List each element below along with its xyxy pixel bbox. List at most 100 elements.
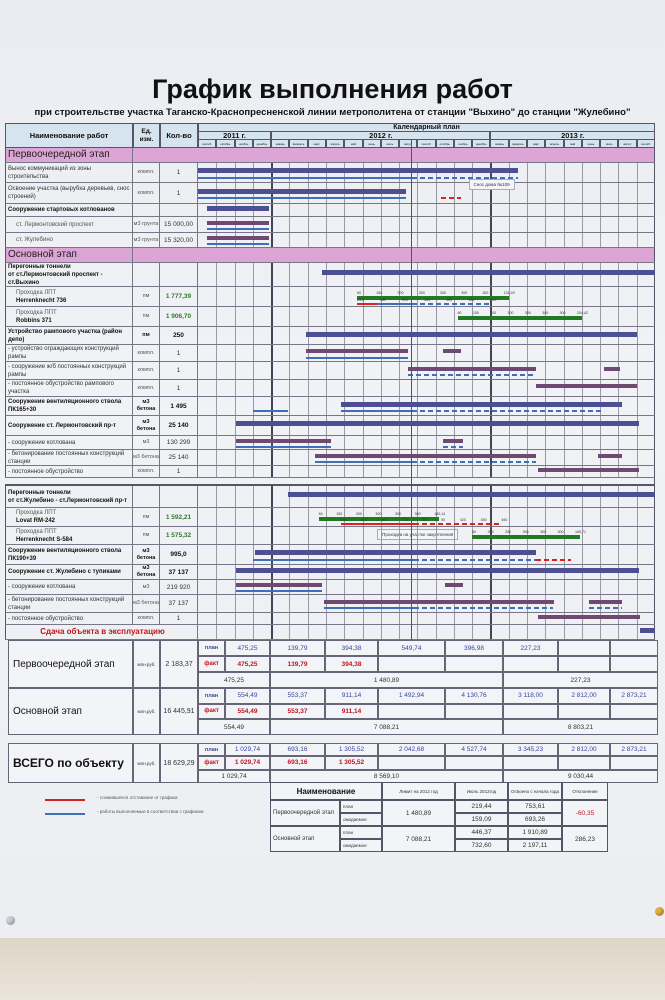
header-month: май: [344, 139, 363, 148]
unit-cell: компл.: [133, 466, 160, 477]
month-gridline: [362, 233, 364, 247]
gantt-bar-green: [357, 296, 509, 300]
gantt-bar-factd: [411, 176, 518, 179]
month-gridline: [399, 466, 401, 477]
gantt-bar-plan: [254, 550, 537, 556]
gantt-bar-plan2: [444, 583, 464, 588]
month-gridline: [307, 625, 309, 639]
subtotal-value: 475,25: [198, 672, 270, 688]
legend-line: [45, 799, 85, 801]
month-gridline: [490, 204, 492, 216]
month-gridline: [216, 486, 218, 507]
month-gridline: [344, 362, 346, 379]
month-gridline: [234, 263, 236, 286]
table-row: - бетонирование постоянных конструкций с…: [5, 450, 655, 466]
block-name: Основной этап: [8, 688, 133, 735]
month-gridline: [325, 580, 327, 594]
unit-cell: м3 бетона: [133, 565, 160, 579]
work-name: Сдача объекта в эксплуатацию: [40, 627, 165, 636]
work-subname: Herrenknecht 736: [16, 297, 67, 304]
plan-value: 227,23: [503, 640, 558, 656]
month-gridline: [252, 287, 254, 306]
gantt-bar-factd: [411, 409, 604, 412]
month-gridline: [417, 466, 419, 477]
summary-limit: 7 088,21: [382, 826, 455, 852]
bar-label: 300: [559, 311, 566, 315]
month-gridline: [380, 466, 382, 477]
gantt-bar-plan: [236, 421, 639, 427]
gantt-bar-fact: [340, 409, 412, 412]
month-gridline: [344, 466, 346, 477]
qty: 1 575,32: [165, 532, 192, 539]
gantt-bar-plan: [287, 492, 655, 498]
unit-cell: м3 бетона: [133, 416, 160, 435]
unit: м3: [142, 439, 150, 445]
month-gridline: [618, 163, 620, 182]
month-gridline: [271, 486, 273, 507]
plan-value: 3 118,00: [503, 688, 558, 704]
month-gridline: [563, 436, 565, 449]
plan-label: план: [198, 640, 225, 656]
month-gridline: [307, 613, 309, 624]
month-gridline: [636, 397, 638, 415]
qty-cell: 1 906,70: [160, 307, 198, 326]
month-gridline: [636, 183, 638, 203]
month-gridline: [545, 163, 547, 182]
plan-value: 554,49: [225, 688, 270, 704]
qty-cell: 1: [160, 380, 198, 396]
month-gridline: [307, 233, 309, 247]
month-gridline: [600, 307, 602, 326]
month-gridline: [252, 307, 254, 326]
table-row: Сооружение вентиляционного ствола ПК165+…: [5, 397, 655, 416]
month-gridline: [216, 625, 218, 639]
month-gridline: [252, 397, 254, 415]
table-row: Проходка ППТ Robbins 371 пм 1 906,70 60 150 30…: [5, 307, 655, 327]
month-gridline: [508, 287, 510, 306]
bar-label: 150: [376, 291, 383, 295]
qty: 1: [176, 367, 181, 374]
month-gridline: [545, 625, 547, 639]
month-gridline: [216, 527, 218, 544]
month-gridline: [216, 466, 218, 477]
qty-cell: 37 137: [160, 595, 198, 612]
month-gridline: [271, 362, 273, 379]
month-gridline: [636, 436, 638, 449]
month-gridline: [435, 613, 437, 624]
timeline-cell: [198, 248, 655, 262]
gantt-bar-plan: [236, 568, 639, 574]
month-gridline: [325, 204, 327, 216]
month-gridline: [399, 307, 401, 326]
plan-value: 2 812,00: [558, 743, 610, 757]
month-gridline: [234, 486, 236, 507]
month-gridline: [216, 345, 218, 361]
month-gridline: [490, 580, 492, 594]
qty: 1 592,21: [165, 513, 192, 521]
month-gridline: [636, 204, 638, 216]
bar-label: 300: [524, 311, 531, 315]
header-month: июль: [380, 139, 400, 148]
gantt-bar-green: [472, 535, 581, 539]
month-gridline: [234, 307, 236, 326]
bar-label: 300: [461, 291, 468, 295]
plan-label: план: [198, 688, 225, 704]
month-gridline: [581, 436, 583, 449]
month-gridline: [618, 287, 620, 306]
plan-value: 549,74: [378, 640, 445, 656]
work-name: Первоочередной этап: [8, 149, 110, 160]
header-name: Наименование работ: [5, 123, 133, 148]
month-gridline: [234, 362, 236, 379]
summary-header: Отклонение: [562, 782, 608, 800]
qty: 1: [176, 169, 181, 176]
unit: м3 бетона: [136, 547, 156, 561]
month-gridline: [472, 625, 474, 639]
month-gridline: [252, 466, 254, 477]
unit-cell: м3 грунта: [133, 217, 160, 232]
table-row: Проходка ЛПТ Herrenknecht 736 пм 1 777,39 60…: [5, 287, 655, 307]
qty-cell: 1: [160, 163, 198, 182]
timeline-cell: [198, 595, 655, 612]
qty-cell: 1: [160, 345, 198, 361]
month-gridline: [362, 217, 364, 232]
month-gridline: [289, 263, 291, 286]
bar-label: 250: [505, 530, 512, 534]
month-gridline: [636, 508, 638, 526]
